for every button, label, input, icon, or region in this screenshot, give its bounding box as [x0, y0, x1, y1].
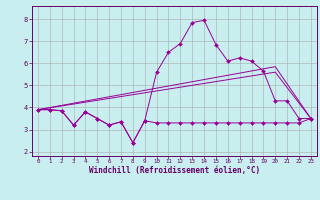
X-axis label: Windchill (Refroidissement éolien,°C): Windchill (Refroidissement éolien,°C): [89, 166, 260, 175]
